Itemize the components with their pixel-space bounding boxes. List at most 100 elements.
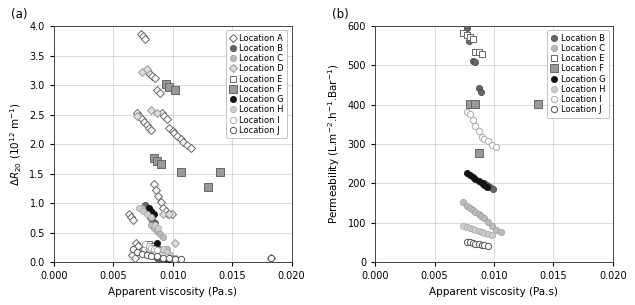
Location A [149,74,156,78]
Location I [478,135,486,139]
Location I [471,124,479,127]
Location E [157,249,164,252]
Location E [145,242,153,246]
Location J [466,241,474,244]
Line: Location H: Location H [137,205,178,261]
Location C [477,214,485,218]
Location F [171,88,179,91]
Location C [463,204,471,208]
Location J [130,247,137,251]
Location F [154,159,161,162]
Location A [146,73,154,76]
Location J [481,243,488,247]
Location G [463,171,471,174]
Location J [143,253,150,257]
Location H [159,247,167,251]
Location G [483,185,491,188]
Location A [140,247,148,251]
Location G [150,212,157,216]
Location C [171,256,179,260]
Location B [463,26,471,30]
Location A [144,70,152,74]
Location F [471,102,479,106]
Location A [177,138,185,141]
Location E [147,244,155,248]
Location F [150,156,157,160]
Line: Location F: Location F [466,100,542,156]
Location G [481,183,488,186]
Location F [162,82,170,86]
Location H [485,232,492,235]
Location A [125,212,133,216]
Location J [471,242,479,246]
Location C [485,220,492,224]
Location G [157,253,164,257]
Location B [156,256,163,260]
Location I [463,110,471,114]
Location A [168,212,175,216]
Location C [142,209,149,213]
Location A [267,256,275,260]
Location H [488,233,495,236]
Location D [159,212,167,216]
Location B [144,206,152,210]
Location G [478,181,486,185]
Location G [162,256,170,260]
Line: Location C: Location C [460,199,504,235]
Line: Location B: Location B [464,25,496,192]
Location I [166,256,174,260]
Location C [488,224,495,228]
Line: Location E: Location E [460,30,485,57]
Location I [481,138,488,141]
Location D [133,114,141,118]
Line: Location G: Location G [464,170,490,190]
Location A [163,117,171,121]
Location E [466,35,474,39]
Line: Location D: Location D [134,66,178,252]
Location H [475,229,483,232]
Location G [469,175,476,178]
Location J [463,240,471,243]
Location B [465,39,473,43]
Location F [157,162,164,165]
Location G [165,257,173,261]
Location C [145,212,153,216]
Location A [156,91,163,95]
Location H [478,230,486,234]
Location H [147,215,155,218]
Location B [483,183,491,186]
X-axis label: Apparent viscosity (Pa.s): Apparent viscosity (Pa.s) [108,287,237,297]
Location H [166,253,174,257]
Y-axis label: Permeability (L.m$^{-2}$.h$^{-1}$.Bar$^{-1}$): Permeability (L.m$^{-2}$.h$^{-1}$.Bar$^{… [326,64,342,224]
Location I [159,254,167,258]
Location I [466,112,474,116]
Location C [138,206,145,210]
Location E [475,51,483,54]
Location J [154,254,161,258]
Location I [147,246,155,250]
Line: Location B: Location B [142,202,168,261]
Line: Location H: Location H [460,223,495,238]
Location F [466,102,474,106]
Location A [164,212,171,216]
Location A [162,209,170,213]
Location H [171,256,179,260]
X-axis label: Apparent viscosity (Pa.s): Apparent viscosity (Pa.s) [429,287,558,297]
Location I [469,118,476,121]
Location H [459,224,467,228]
Location A [133,112,141,115]
Location C [469,208,476,212]
Location I [157,253,164,257]
Location A [131,256,138,260]
Location A [142,37,149,41]
Location E [471,51,479,54]
Location B [475,86,483,90]
Location B [489,187,497,190]
Location A [163,256,171,260]
Location J [267,256,275,260]
Legend: Location B, Location C, Location E, Location F, Location G, Location H, Location: Location B, Location C, Location E, Loca… [547,30,609,118]
Location A [143,123,150,126]
Line: Location I: Location I [464,109,500,150]
Location B [471,60,479,64]
Location J [159,256,167,260]
